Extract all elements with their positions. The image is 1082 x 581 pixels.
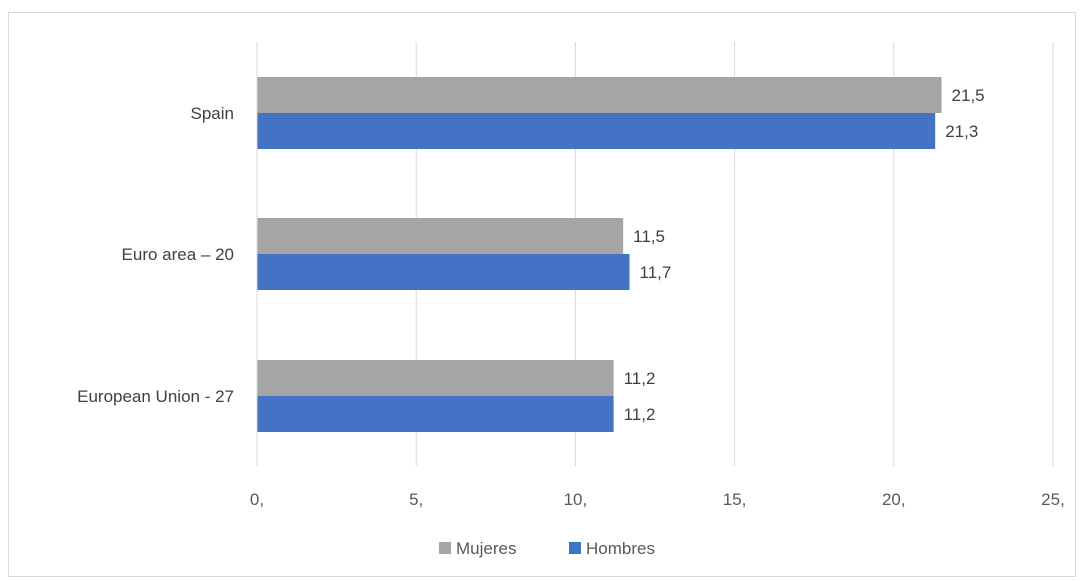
x-tick-label-5: 25, bbox=[1041, 490, 1065, 509]
x-tick-label-4: 20, bbox=[882, 490, 906, 509]
category-label-1: Euro area – 20 bbox=[122, 245, 234, 264]
bar-hombres-0 bbox=[257, 113, 936, 149]
legend-swatch-hombres bbox=[569, 542, 581, 554]
x-tick-label-1: 5, bbox=[409, 490, 423, 509]
data-label-mujeres-1: 11,5 bbox=[633, 227, 665, 246]
bar-mujeres-2 bbox=[257, 360, 614, 396]
data-label-hombres-0: 21,3 bbox=[945, 122, 978, 141]
bar-hombres-2 bbox=[257, 396, 614, 432]
data-label-hombres-1: 11,7 bbox=[640, 263, 672, 282]
legend-label-hombres: Hombres bbox=[586, 539, 655, 558]
bar-hombres-1 bbox=[257, 254, 630, 290]
category-label-0: Spain bbox=[191, 104, 234, 123]
category-label-2: European Union - 27 bbox=[77, 387, 234, 406]
data-label-hombres-2: 11,2 bbox=[624, 405, 656, 424]
bar-mujeres-0 bbox=[257, 77, 942, 113]
legend-label-mujeres: Mujeres bbox=[456, 539, 516, 558]
x-tick-label-3: 15, bbox=[723, 490, 747, 509]
x-tick-label-2: 10, bbox=[564, 490, 588, 509]
legend-swatch-mujeres bbox=[439, 542, 451, 554]
x-tick-label-0: 0, bbox=[250, 490, 264, 509]
bar-mujeres-1 bbox=[257, 218, 624, 254]
data-label-mujeres-2: 11,2 bbox=[624, 369, 656, 388]
data-label-mujeres-0: 21,5 bbox=[952, 86, 985, 105]
